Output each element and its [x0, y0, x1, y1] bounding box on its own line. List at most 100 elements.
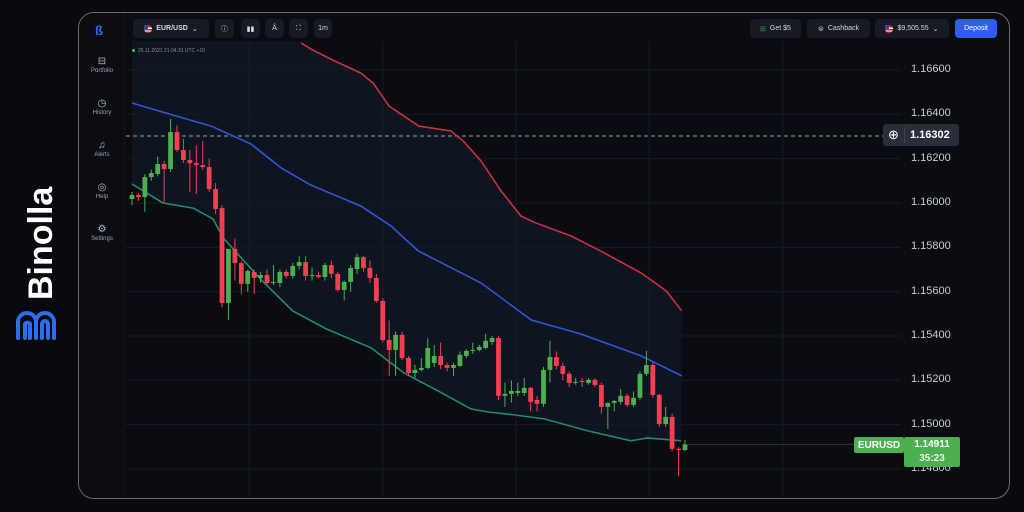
candle-body — [232, 248, 238, 264]
indicators-button[interactable]: ⛶ — [289, 19, 308, 38]
candle-body — [605, 402, 611, 407]
sidebar-item-settings[interactable]: ⚙ Settings — [79, 224, 125, 242]
candle-body — [251, 271, 257, 278]
candle-body — [322, 265, 328, 278]
deposit-button[interactable]: Deposit — [955, 19, 997, 38]
cashback-button[interactable]: ⊜ Cashback — [807, 19, 870, 38]
candle-body — [650, 365, 656, 395]
sidebar-item-help[interactable]: ◎ Help — [79, 182, 125, 200]
candle-body — [483, 340, 489, 348]
flag-icon — [885, 24, 894, 33]
candle-body — [303, 261, 309, 276]
candle-body — [296, 261, 302, 266]
add-alert-icon[interactable]: ⊕ — [883, 127, 905, 143]
y-axis-tick-label: 1.15400 — [911, 328, 951, 341]
candle-body — [502, 393, 508, 396]
cashback-icon: ⊜ — [817, 25, 824, 33]
candle-body — [399, 334, 405, 358]
candle-body — [386, 339, 392, 350]
get-bonus-button[interactable]: ⊞ Get $5 — [750, 19, 801, 38]
candle-body — [547, 357, 553, 370]
indicators-icon: ⛶ — [296, 24, 301, 32]
candle-body — [508, 390, 514, 394]
candle-body — [586, 379, 591, 383]
y-axis-tick-label: 1.16600 — [911, 63, 951, 75]
candle-body — [470, 349, 476, 351]
candle-body — [676, 448, 681, 450]
sidebar-item-portfolio[interactable]: ⊟ Portfolio — [79, 56, 125, 74]
candle-body — [631, 397, 636, 405]
chevron-down-icon: ⌄ — [191, 25, 198, 33]
candle-body — [238, 263, 244, 284]
gift-icon: ⊞ — [760, 25, 766, 33]
flag-icon — [144, 24, 153, 33]
candle-body — [496, 337, 501, 396]
chevron-down-icon: ⌄ — [932, 25, 939, 33]
candle-body — [136, 195, 141, 198]
y-axis-tick-label: 1.16400 — [911, 107, 951, 120]
candle-body — [174, 132, 180, 151]
symbol-tag: EURUSD — [854, 437, 904, 453]
drawing-tools-button[interactable]: Â — [265, 19, 284, 38]
info-button[interactable]: ⓘ — [215, 19, 234, 38]
candle-body — [528, 387, 534, 402]
candle-body — [656, 394, 662, 424]
candle-body — [644, 365, 649, 374]
candle-body — [341, 281, 347, 290]
clock-icon: ◷ — [97, 98, 107, 109]
candle-body — [560, 365, 566, 374]
candle-body — [431, 355, 437, 364]
candle-body — [335, 273, 341, 290]
compass-icon: Â — [272, 25, 277, 32]
candle-body — [283, 271, 289, 276]
chart-type-button[interactable]: ▮▮ — [241, 19, 260, 38]
candle-body — [258, 275, 263, 278]
candle-body — [663, 416, 669, 424]
candle-body — [271, 281, 276, 283]
upper-band-line — [300, 42, 683, 312]
pair-selector[interactable]: EUR/USD ⌄ — [133, 19, 209, 38]
chart-timestamp: 25.11.2021 21:04:31 UTC +10 — [132, 48, 205, 54]
candle-body — [213, 189, 218, 209]
timeframe-button[interactable]: 1m — [314, 19, 332, 38]
price-chart[interactable] — [79, 13, 1010, 499]
candle-body — [444, 365, 450, 368]
candles-icon: ▮▮ — [246, 25, 255, 33]
candle-body — [573, 381, 579, 383]
crosshair-price-label[interactable]: ⊕ 1.16302 — [883, 124, 959, 146]
candle-body — [373, 277, 379, 301]
candle-body — [412, 369, 418, 373]
candle-body — [611, 400, 617, 403]
app-logo-icon: ß — [95, 23, 103, 38]
candle-body — [553, 357, 559, 366]
candle-body — [290, 265, 296, 276]
candle-body — [354, 257, 360, 270]
bell-icon: ♫ — [98, 140, 106, 151]
candle-body — [206, 167, 212, 190]
candle-body — [457, 354, 463, 366]
lifebuoy-icon: ◎ — [97, 182, 107, 193]
sidebar: ß ⊟ Portfolio ◷ History ♫ Alerts ◎ Help ⚙ Set… — [79, 13, 125, 498]
candle-body — [219, 208, 225, 303]
brand-logo-icon — [16, 311, 56, 340]
candle-body — [142, 177, 148, 198]
candle-body — [148, 173, 154, 178]
y-axis-tick-label: 1.15600 — [911, 284, 951, 297]
candle-body — [129, 195, 135, 200]
candle-body — [637, 373, 643, 398]
briefcase-icon: ⊟ — [97, 56, 107, 67]
candle-body — [264, 275, 270, 284]
sidebar-item-alerts[interactable]: ♫ Alerts — [79, 140, 125, 158]
y-axis-tick-label: 1.16200 — [911, 151, 951, 164]
candle-body — [361, 257, 366, 268]
info-icon: ⓘ — [221, 25, 228, 33]
y-axis-tick-label: 1.15800 — [911, 240, 951, 253]
candle-body — [579, 380, 585, 382]
candle-body — [489, 337, 495, 342]
balance-selector[interactable]: $9,505.55 ⌄ — [875, 19, 949, 38]
candle-body — [309, 275, 315, 277]
sidebar-item-history[interactable]: ◷ History — [79, 98, 125, 116]
candle-body — [682, 444, 688, 450]
candle-body — [618, 395, 624, 402]
candle-body — [515, 390, 521, 393]
